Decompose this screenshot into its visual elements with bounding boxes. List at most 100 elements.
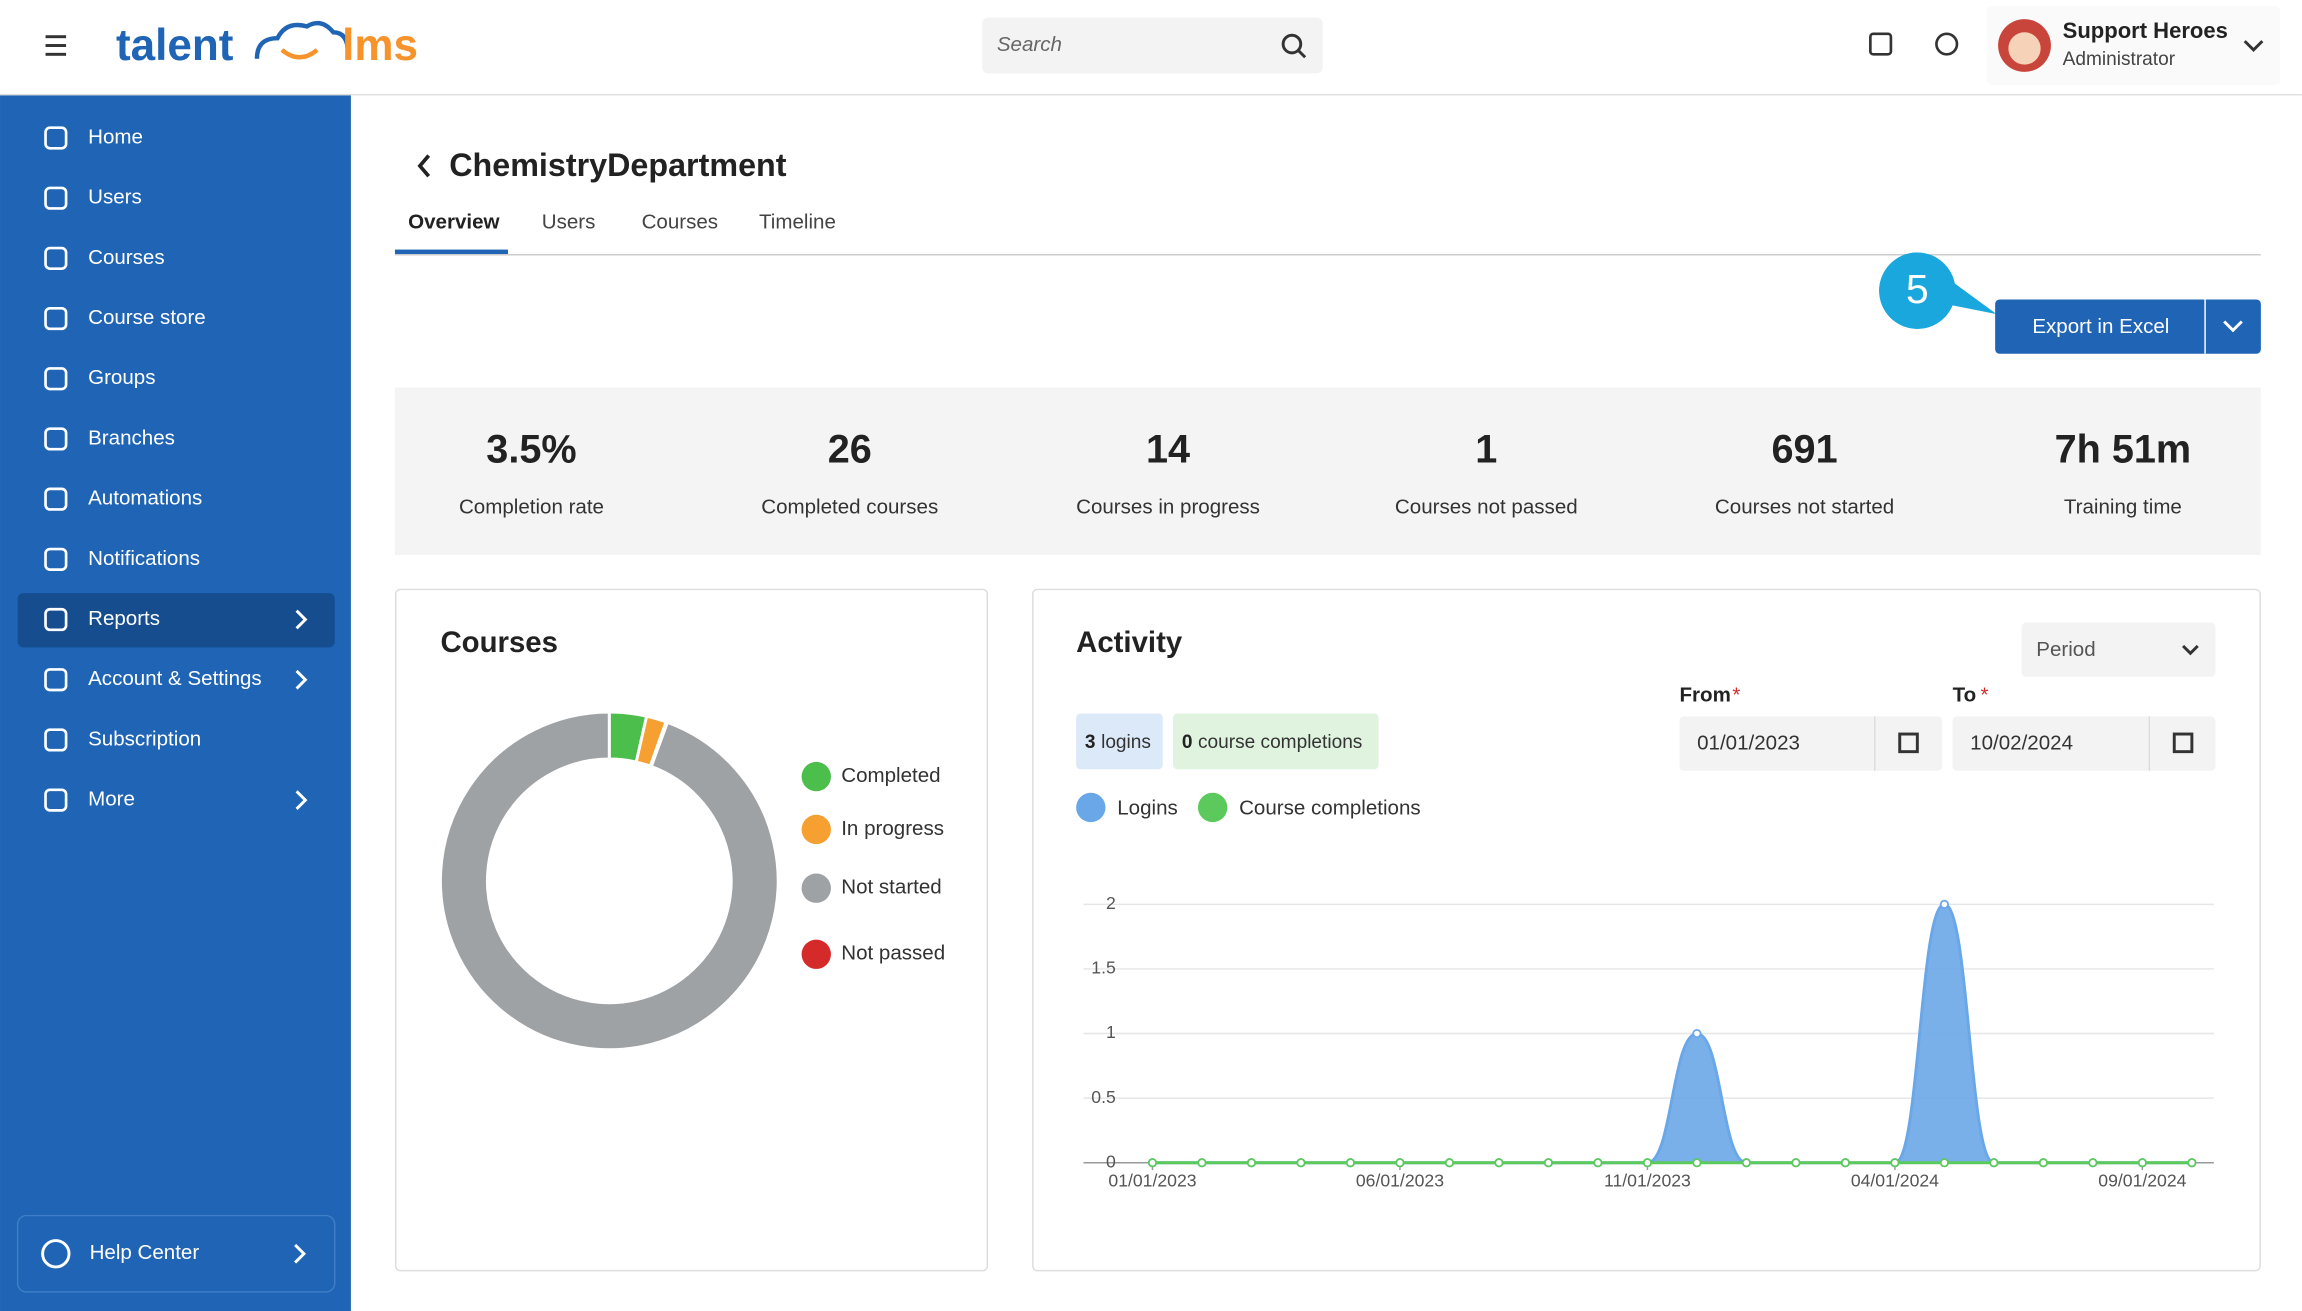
nav-item[interactable]: Branches [88,426,175,449]
point [2088,1158,2098,1168]
logins-summary [1076,713,1163,770]
nav-item[interactable]: Reports [88,607,160,630]
point [1939,899,1949,909]
logo-smile [280,48,319,60]
page-title: ChemistryDepartment [449,147,787,183]
nav-item[interactable]: Home [88,125,143,148]
back-arrow[interactable] [417,154,431,178]
point [2137,1158,2147,1168]
required-mark: * [1732,683,1740,706]
help-chevron [294,1243,306,1264]
messages-icon[interactable] [1869,32,1893,56]
x-tick-label: 11/01/2023 [1604,1170,1691,1190]
activity-card [1032,588,2261,1272]
sidebar [0,95,351,1311]
y-tick-label: 1.5 [1091,958,1116,978]
legend-swatch [801,761,831,792]
step-number: 5 [1906,266,1929,312]
legend-swatch [801,814,831,845]
legend-label: Completed [841,764,940,787]
area [1152,904,2192,1163]
nav-item[interactable]: Subscription [88,727,201,750]
from-input[interactable] [1679,716,1943,771]
nav-item[interactable]: Automations [88,487,202,510]
courses-icon[interactable] [1935,32,1959,56]
stat-value: 691 [1772,428,1838,472]
search-box[interactable] [982,17,1323,74]
calendar-icon[interactable] [1898,732,1919,754]
export-button[interactable] [1995,299,2261,354]
completions-summary [1173,713,1379,770]
point [1692,1028,1702,1039]
point [1296,1158,1306,1168]
export-dropdown[interactable] [2223,320,2243,333]
point [1692,1158,1702,1168]
legend-label: Not started [841,876,942,899]
user-menu[interactable] [1986,5,2280,86]
tab[interactable]: Overview [408,211,500,234]
point [1593,1158,1603,1168]
y-tick-label: 2 [1106,893,1116,913]
calendar-icon[interactable] [2172,732,2194,754]
stat-label: Courses in progress [1076,495,1260,518]
search-icon[interactable] [1281,33,1303,55]
legend-label: In progress [841,817,944,840]
help-box[interactable] [16,1214,336,1293]
legend-swatch [801,939,831,969]
point [2187,1158,2197,1168]
nav-item[interactable]: More [88,788,135,811]
point [1642,1158,1652,1168]
nav-chevron [295,790,308,810]
tab[interactable]: Users [542,211,596,234]
nav-item[interactable]: Notifications [88,547,200,570]
from-date: 01/01/2023 [1697,732,1800,755]
to-date: 10/02/2024 [1970,732,2073,755]
nav-icon [44,668,68,692]
nav-chevron [295,669,308,690]
stat-value: 1 [1475,428,1497,472]
legend-label: Not passed [841,942,945,965]
nav-item[interactable]: Courses [88,246,165,269]
legend-label: Logins [1117,796,1178,819]
stat-value: 3.5% [486,428,576,472]
nav-chevron [295,609,308,630]
export-label: Export in Excel [2032,315,2169,338]
menu-icon[interactable] [45,35,67,56]
period-select[interactable] [2021,622,2216,677]
stat-label: Completion rate [459,495,604,518]
logo-cloud [254,20,351,59]
nav-icon [44,728,68,752]
nav-item[interactable]: Course store [88,306,206,329]
y-tick-label: 1 [1106,1022,1116,1042]
required-mark: * [1980,683,1988,706]
point [1494,1158,1504,1168]
point [1989,1158,1999,1168]
stat-value: 14 [1146,428,1190,472]
search-icon [1296,48,1307,59]
help-label: Help Center [90,1241,200,1264]
nav-item[interactable]: Account & Settings [88,667,262,690]
nav-item[interactable]: Groups [88,366,155,389]
legend-swatch [801,873,831,903]
user-chevron [2243,40,2264,52]
stat-label: Courses not passed [1395,495,1578,518]
point [1147,1158,1158,1168]
point [1395,1158,1405,1168]
x-tick-label: 06/01/2023 [1356,1170,1444,1190]
summary-count: 0 [1182,732,1193,753]
x-tick-label: 01/01/2023 [1108,1170,1196,1190]
user-role: Administrator [2063,49,2176,70]
point [2038,1158,2048,1168]
point [1939,1158,1949,1168]
stat-label: Training time [2064,495,2182,518]
tab[interactable]: Courses [642,211,719,234]
courses-title: Courses [440,626,557,659]
user-name: Support Heroes [2063,18,2228,43]
nav-item[interactable]: Users [88,186,142,209]
nav-icon [44,547,68,571]
x-tick-label: 04/01/2024 [1851,1170,1939,1190]
tab[interactable]: Timeline [759,211,836,234]
nav-icon [44,306,68,331]
search-placeholder: Search [997,33,1062,56]
